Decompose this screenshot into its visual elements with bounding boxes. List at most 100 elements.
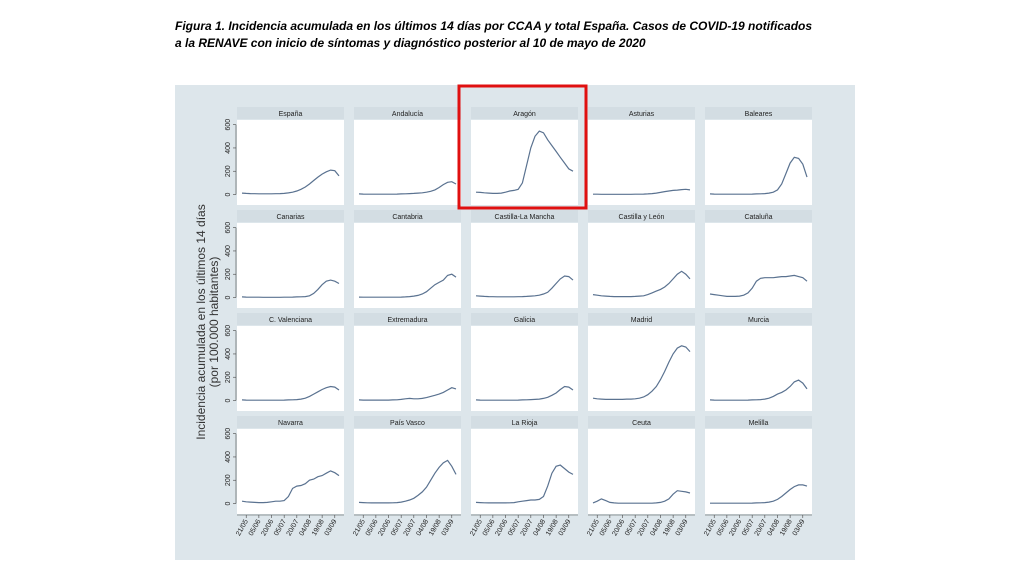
strip bbox=[588, 416, 695, 428]
panel-title: Castilla-La Mancha bbox=[495, 214, 555, 221]
strip bbox=[354, 210, 461, 222]
plot-area bbox=[588, 429, 695, 514]
strip bbox=[588, 107, 695, 119]
panel-title: Cataluña bbox=[744, 214, 772, 221]
plot-area bbox=[237, 326, 344, 411]
panel-title: España bbox=[279, 111, 303, 118]
y-axis-title: (por 100.000 habitantes) bbox=[207, 257, 221, 388]
y-tick-label: 200 bbox=[225, 165, 232, 177]
strip bbox=[588, 210, 695, 222]
series-line bbox=[710, 484, 808, 504]
series-line bbox=[241, 470, 340, 504]
plot-area bbox=[354, 120, 461, 205]
series-line bbox=[592, 345, 691, 400]
panel-title: Asturias bbox=[629, 111, 655, 118]
panel-title: C. Valenciana bbox=[269, 317, 312, 324]
series-line bbox=[475, 275, 574, 298]
plot-area bbox=[588, 120, 695, 205]
series-line bbox=[709, 379, 808, 401]
strip bbox=[471, 210, 578, 222]
panel-title: Castilla y León bbox=[619, 214, 665, 221]
plot-area bbox=[354, 326, 461, 411]
series-line bbox=[358, 459, 457, 504]
y-tick-label: 400 bbox=[225, 245, 232, 257]
plot-area bbox=[588, 223, 695, 308]
plot-area bbox=[705, 429, 812, 514]
series-line bbox=[358, 387, 457, 401]
panel-title: Ceuta bbox=[632, 420, 651, 427]
y-tick-label: 0 bbox=[225, 398, 232, 402]
y-tick-label: 0 bbox=[225, 192, 232, 196]
series-line bbox=[475, 130, 574, 194]
panel-title: Canarias bbox=[276, 214, 305, 221]
y-tick-label: 600 bbox=[225, 428, 232, 440]
strip bbox=[705, 416, 812, 428]
y-tick-label: 200 bbox=[225, 371, 232, 383]
series-line bbox=[709, 156, 808, 195]
plot-area bbox=[354, 223, 461, 308]
series-line bbox=[475, 385, 574, 401]
panel-title: Andalucía bbox=[392, 111, 423, 118]
y-tick-label: 200 bbox=[225, 474, 232, 486]
strip bbox=[354, 107, 461, 119]
series-line bbox=[475, 464, 574, 504]
y-tick-label: 400 bbox=[225, 451, 232, 463]
panel-title: La Rioja bbox=[512, 420, 538, 427]
plot-area bbox=[705, 223, 812, 308]
plot-area bbox=[354, 429, 461, 514]
plot-area bbox=[471, 429, 578, 514]
series-line bbox=[709, 274, 808, 297]
plot-area bbox=[237, 429, 344, 514]
strip bbox=[705, 210, 812, 222]
strip bbox=[471, 313, 578, 325]
strip bbox=[705, 313, 812, 325]
highlight-box bbox=[457, 84, 588, 210]
y-tick-label: 600 bbox=[225, 222, 232, 234]
strip bbox=[471, 416, 578, 428]
y-tick-label: 0 bbox=[225, 501, 232, 505]
y-tick-label: 600 bbox=[225, 325, 232, 337]
series-line bbox=[593, 188, 691, 195]
panel-title: Melilla bbox=[749, 420, 769, 427]
strip bbox=[471, 107, 578, 119]
strip bbox=[354, 313, 461, 325]
panel-title: Baleares bbox=[745, 111, 773, 118]
strip bbox=[237, 313, 344, 325]
series-line bbox=[358, 273, 457, 298]
y-axis-title: Incidencia acumulada en los últimos 14 d… bbox=[194, 204, 208, 439]
series-line bbox=[241, 279, 340, 298]
panel-title: Navarra bbox=[278, 420, 303, 427]
panel-title: Aragón bbox=[513, 111, 536, 118]
series-line bbox=[241, 385, 340, 401]
plot-area bbox=[705, 120, 812, 205]
plot-area bbox=[237, 120, 344, 205]
series-line bbox=[592, 490, 691, 504]
plot-area bbox=[237, 223, 344, 308]
panel-title: País Vasco bbox=[390, 420, 425, 427]
plot-area bbox=[471, 326, 578, 411]
panel-title: Murcia bbox=[748, 317, 769, 324]
strip bbox=[237, 210, 344, 222]
strip bbox=[237, 107, 344, 119]
panel-title: Galicia bbox=[514, 317, 536, 324]
plot-area bbox=[471, 223, 578, 308]
y-tick-label: 400 bbox=[225, 142, 232, 154]
y-tick-label: 600 bbox=[225, 119, 232, 131]
panel-title: Cantabria bbox=[392, 214, 422, 221]
plot-area bbox=[705, 326, 812, 411]
figure-title: Figura 1. Incidencia acumulada en los úl… bbox=[175, 19, 812, 33]
series-line bbox=[592, 270, 691, 298]
series-line bbox=[241, 169, 340, 195]
y-tick-label: 0 bbox=[225, 295, 232, 299]
y-tick-label: 200 bbox=[225, 268, 232, 280]
panel-title: Madrid bbox=[631, 317, 653, 324]
strip bbox=[588, 313, 695, 325]
y-tick-label: 400 bbox=[225, 348, 232, 360]
plot-area bbox=[588, 326, 695, 411]
strip bbox=[354, 416, 461, 428]
strip bbox=[705, 107, 812, 119]
plot-area bbox=[471, 120, 578, 205]
strip bbox=[237, 416, 344, 428]
series-line bbox=[358, 181, 457, 195]
figure-title: a la RENAVE con inicio de síntomas y dia… bbox=[175, 36, 646, 50]
